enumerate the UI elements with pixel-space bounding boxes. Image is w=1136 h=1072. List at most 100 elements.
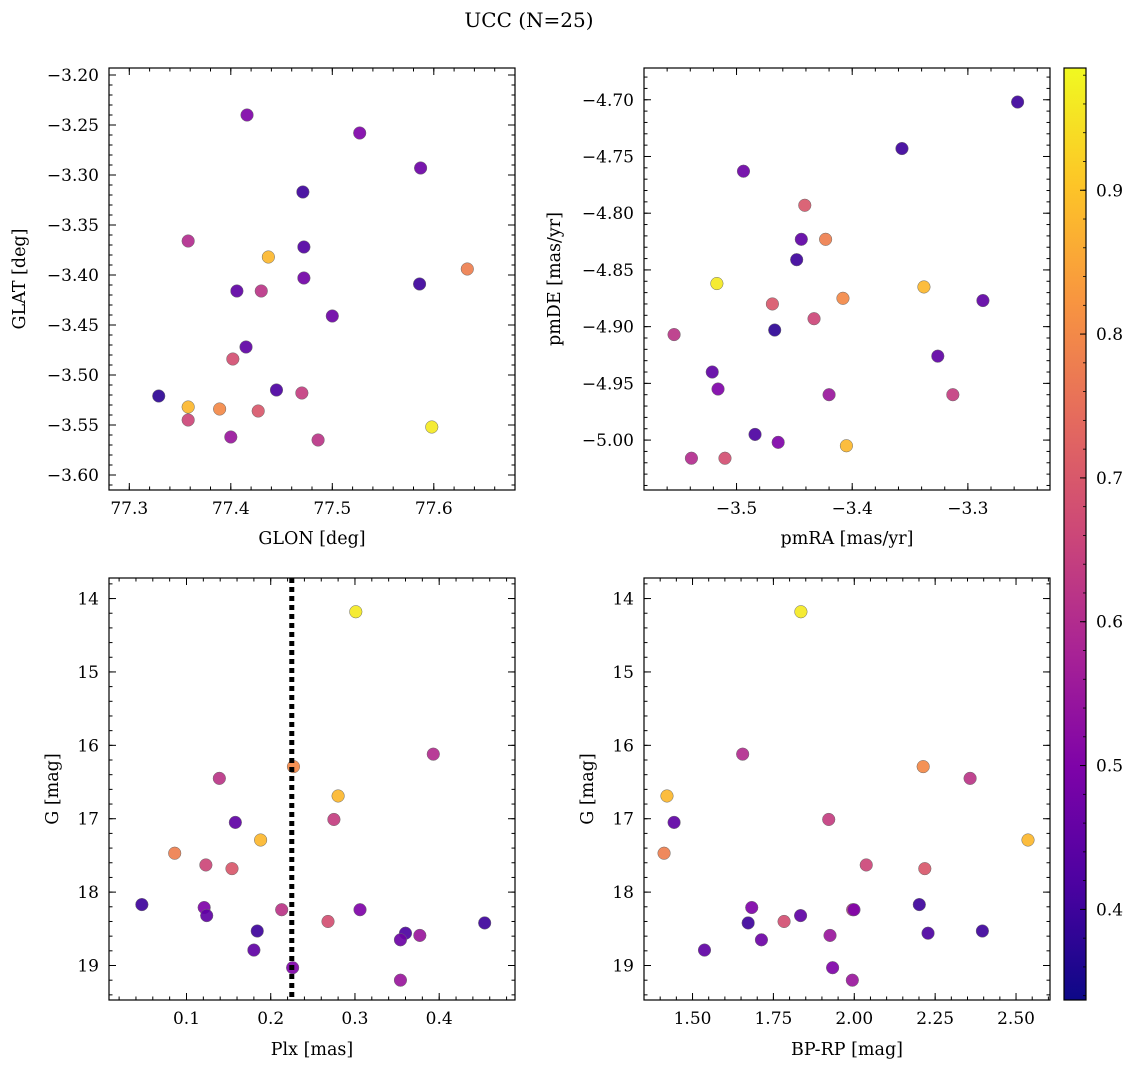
y-tick-label: −3.30 bbox=[47, 166, 99, 186]
tick-labels: 1.50 1.75 2.00 2.25 2.50 14 15 16 17 18 19 bbox=[612, 590, 1035, 1029]
plot-frame bbox=[643, 577, 1051, 1001]
scatter-point bbox=[745, 900, 759, 915]
scatter-point bbox=[349, 605, 363, 619]
scatter-points bbox=[152, 108, 474, 447]
y-tick-label: 16 bbox=[77, 736, 99, 756]
panel-bprp-g: 1.50 1.75 2.00 2.25 2.50 14 15 16 17 18 19 BP-RP [… bbox=[578, 577, 1051, 1060]
scatter-point bbox=[660, 789, 674, 803]
scatter-point bbox=[736, 164, 751, 178]
y-tick-label: 18 bbox=[612, 883, 634, 903]
scatter-point bbox=[181, 413, 195, 427]
plot-frame bbox=[108, 67, 516, 491]
scatter-point bbox=[768, 323, 782, 337]
colorbar: 0.4 0.5 0.6 0.7 0.8 0.9 bbox=[1063, 67, 1123, 1001]
scatter-point bbox=[1011, 95, 1025, 109]
scatter-point bbox=[741, 916, 755, 930]
y-tick-label: −3.45 bbox=[47, 316, 99, 336]
axis-ticks bbox=[643, 578, 1050, 1000]
scatter-point bbox=[684, 451, 698, 465]
colorbar-tick-label: 0.8 bbox=[1096, 325, 1123, 345]
x-tick-label: 0.4 bbox=[426, 1009, 453, 1029]
scatter-point bbox=[168, 846, 182, 860]
scatter-point bbox=[771, 435, 785, 449]
scatter-point bbox=[254, 833, 268, 847]
x-tick-label: −3.4 bbox=[832, 499, 873, 519]
scatter-point bbox=[823, 928, 837, 942]
scatter-point bbox=[393, 973, 407, 987]
x-tick-label: 0.3 bbox=[341, 1009, 368, 1029]
y-tick-label: −3.40 bbox=[47, 266, 99, 286]
y-tick-label: −3.20 bbox=[47, 66, 99, 86]
scatter-point bbox=[736, 747, 750, 761]
scatter-point bbox=[912, 898, 926, 912]
scatter-point bbox=[918, 862, 932, 876]
scatter-point bbox=[790, 253, 804, 267]
y-tick-label: 16 bbox=[612, 736, 634, 756]
x-tick-label: −3.5 bbox=[716, 499, 757, 519]
scatter-point bbox=[710, 276, 724, 291]
x-tick-label: 77.3 bbox=[110, 499, 148, 519]
scatter-point bbox=[295, 386, 309, 400]
colorbar-ticks bbox=[1080, 74, 1086, 997]
scatter-points bbox=[667, 95, 1025, 465]
scatter-point bbox=[296, 185, 310, 199]
scatter-point bbox=[413, 928, 427, 942]
scatter-point bbox=[212, 771, 226, 785]
x-tick-label: −3.3 bbox=[947, 499, 988, 519]
scatter-point bbox=[798, 198, 812, 212]
x-tick-label: 0.2 bbox=[257, 1009, 284, 1029]
scatter-point bbox=[224, 430, 238, 444]
scatter-point bbox=[478, 916, 492, 930]
scatter-point bbox=[921, 926, 935, 940]
scatter-point bbox=[425, 420, 439, 434]
y-tick-label: −4.75 bbox=[582, 147, 634, 167]
axis-ticks bbox=[643, 68, 1050, 490]
y-tick-label: −4.95 bbox=[582, 374, 634, 394]
scatter-point bbox=[859, 858, 873, 872]
axis-ticks bbox=[109, 578, 515, 1000]
scatter-points bbox=[657, 605, 1035, 987]
tick-labels: 0.1 0.2 0.3 0.4 14 15 16 17 18 19 bbox=[77, 590, 452, 1029]
scatter-point bbox=[822, 388, 836, 402]
scatter-point bbox=[754, 933, 768, 947]
scatter-point bbox=[826, 961, 840, 975]
scatter-point bbox=[239, 340, 253, 354]
x-tick-label: 77.4 bbox=[212, 499, 250, 519]
scatter-point bbox=[228, 815, 242, 829]
scatter-point bbox=[931, 349, 945, 363]
scatter-point bbox=[765, 297, 779, 311]
scatter-point bbox=[393, 933, 407, 947]
scatter-point bbox=[975, 924, 989, 938]
x-axis-label: BP-RP [mag] bbox=[791, 1040, 903, 1060]
scatter-point bbox=[667, 815, 681, 829]
y-tick-label: 15 bbox=[612, 663, 634, 683]
y-axis-label: GLAT [deg] bbox=[10, 229, 30, 330]
scatter-point bbox=[269, 383, 284, 397]
scatter-point bbox=[917, 280, 931, 294]
scatter-point bbox=[414, 161, 428, 175]
x-tick-label: 0.1 bbox=[173, 1009, 200, 1029]
axis-ticks bbox=[108, 68, 516, 490]
y-tick-label: 14 bbox=[77, 590, 99, 610]
scatter-point bbox=[705, 365, 719, 379]
x-tick-label: 77.5 bbox=[313, 499, 351, 519]
y-tick-label: −4.85 bbox=[582, 261, 634, 281]
panel-pmra-pmde: −3.5 −3.4 −3.3 −5.00 −4.95 −4.90 −4.85 −4.80 −4.… bbox=[545, 67, 1051, 549]
y-axis-label: G [mag] bbox=[578, 753, 598, 824]
scatter-point bbox=[946, 388, 960, 402]
scatter-point bbox=[297, 271, 311, 285]
x-tick-label: 77.6 bbox=[415, 499, 453, 519]
scatter-point bbox=[213, 402, 227, 416]
scatter-point bbox=[794, 909, 808, 923]
scatter-point bbox=[225, 862, 239, 876]
scatter-point bbox=[413, 277, 427, 291]
scatter-point bbox=[135, 898, 149, 912]
y-tick-label: −4.90 bbox=[582, 318, 634, 338]
scatter-point bbox=[247, 943, 261, 957]
y-tick-label: 14 bbox=[612, 590, 634, 610]
colorbar-gradient bbox=[1064, 68, 1086, 1000]
scatter-point bbox=[325, 309, 339, 323]
scatter-point bbox=[230, 284, 244, 298]
scatter-point bbox=[976, 294, 990, 308]
